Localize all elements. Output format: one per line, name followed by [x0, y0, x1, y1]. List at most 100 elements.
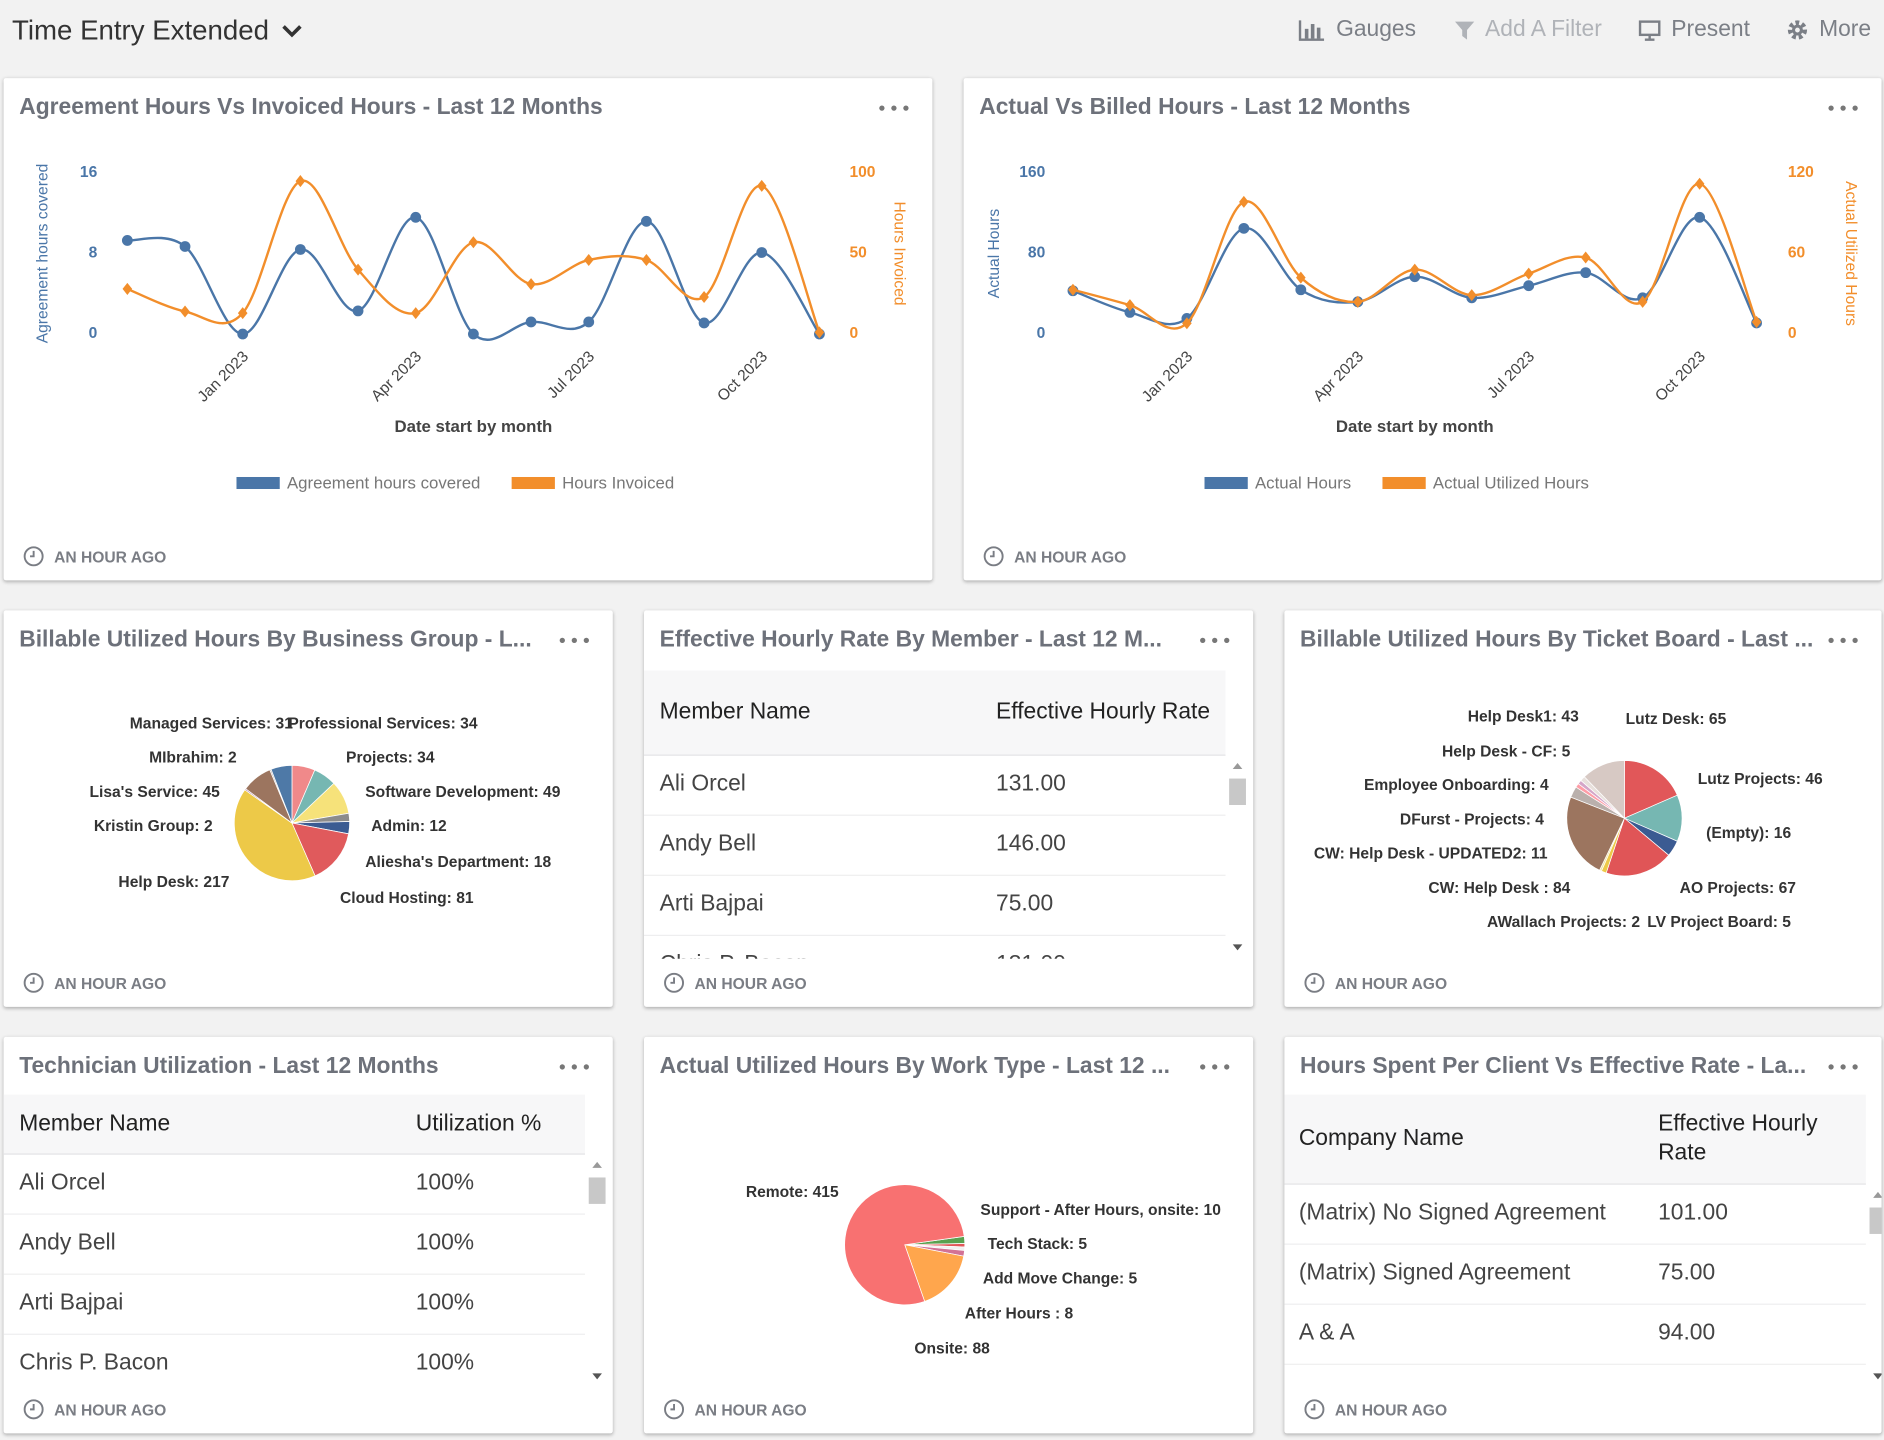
menu-dot [1828, 105, 1834, 111]
menu-dot [1828, 1064, 1834, 1070]
widget-card: Member Name Utilization % Ali Orcel 100% And… [3, 1036, 613, 1434]
widget-menu[interactable] [877, 102, 913, 114]
scroll-down [592, 1373, 602, 1380]
clock-hands [990, 550, 995, 558]
table-cell: Ali Orcel [659, 771, 746, 797]
action-label: More [1819, 16, 1872, 43]
pie-label: Help Desk - CF: 5 [1442, 743, 1571, 760]
legend-swatch [1382, 476, 1426, 490]
widget-menu[interactable] [1826, 634, 1862, 646]
widget-card: Lutz Desk: 65 Lutz Projects: 46 (Empty): 1… [1284, 610, 1882, 1007]
row-divider [3, 1213, 586, 1215]
point [352, 305, 364, 317]
updated-label: AN HOUR AGO [54, 1400, 167, 1419]
widget-menu[interactable] [1826, 1061, 1862, 1073]
clock-icon [23, 546, 44, 567]
menu-dot [1852, 637, 1858, 644]
widget-menu[interactable] [1826, 102, 1862, 114]
y2-tick-label: 50 [849, 245, 867, 262]
menu-dot [879, 105, 885, 111]
widget-menu[interactable] [1198, 1061, 1234, 1073]
chart: Support - After Hours, onsite: 10 Tech St… [746, 1184, 1221, 1357]
data-table: Member Name Effective Hourly Rate Ali Orce… [644, 670, 1226, 959]
point [1295, 284, 1307, 296]
x-tick-label: Apr 2023 [1310, 348, 1367, 405]
widget-title: Billable Utilized Hours By Ticket Board … [1300, 627, 1814, 653]
table-cell: 100% [415, 1290, 475, 1316]
row-divider [1284, 1303, 1866, 1305]
row-divider [644, 874, 1226, 876]
table-cell: 131.00 [996, 935, 1066, 959]
table-cell: 100% [415, 1170, 475, 1196]
point [641, 253, 652, 266]
widget-menu[interactable] [557, 634, 593, 646]
point [756, 179, 767, 192]
scrollbar[interactable] [1227, 755, 1249, 959]
x-tick-label: Jan 2023 [1139, 348, 1196, 405]
series-line [1072, 182, 1758, 330]
x-tick-label: Jul 2023 [544, 348, 598, 402]
x-tick-label: Oct 2023 [1652, 348, 1709, 405]
clock-face [1304, 1399, 1325, 1420]
menu-dot [891, 105, 897, 111]
point [1637, 295, 1648, 308]
clock-face [23, 546, 44, 567]
pie-slice [1583, 760, 1625, 820]
scroll-up [1232, 762, 1243, 769]
present-button[interactable]: Present [1638, 17, 1750, 43]
filter-button[interactable]: Add A Filter [1454, 17, 1602, 43]
clock-icon [23, 972, 44, 993]
x-axis-label: Date start by month [1336, 417, 1494, 436]
chart: 0 80 160 0 60 120 Actual Hours Actual Utilized … [986, 164, 1859, 493]
table-cell: Chris P. Bacon [660, 935, 809, 959]
clock-icon [23, 1399, 44, 1420]
clock-hands [1310, 977, 1316, 984]
pie-label: Lutz Desk: 65 [1626, 711, 1727, 728]
menu-dot [559, 1064, 565, 1070]
pie-label: Managed Services: 31 [130, 716, 293, 733]
pie-slice [270, 764, 293, 824]
pie-label: LV Project Board: 5 [1647, 914, 1791, 931]
point [1751, 315, 1762, 328]
pie-slice [291, 822, 350, 877]
pie-label: Remote: 415 [746, 1184, 839, 1201]
updated-label: AN HOUR AGO [1334, 1400, 1448, 1419]
dashboard-title[interactable]: Time Entry Extended [12, 14, 303, 46]
menu-dot [1224, 1064, 1230, 1070]
table-cell: Arti Bajpai [19, 1290, 124, 1316]
series-line [126, 179, 821, 333]
point [180, 305, 190, 318]
scrollbar[interactable] [586, 1153, 608, 1387]
clock-face [983, 546, 1004, 567]
updated-label: AN HOUR AGO [694, 973, 807, 992]
pie-label: Lisa's Service: 45 [89, 784, 220, 801]
more-button[interactable]: More [1785, 17, 1871, 43]
pie-label: AWallach Projects: 2 [1487, 914, 1640, 931]
widget-menu[interactable] [557, 1061, 593, 1073]
updated-label: AN HOUR AGO [54, 547, 167, 566]
point [1409, 271, 1421, 283]
table-cell: Andy Bell [19, 1230, 116, 1256]
y-tick-label: 16 [80, 164, 98, 181]
widget-card: 0 8 16 0 50 100 Agreement hours covered Hours I… [3, 78, 933, 581]
point [1694, 211, 1706, 223]
widget-menu[interactable] [1198, 634, 1234, 646]
scrollbar[interactable] [1867, 1183, 1882, 1387]
pie-label: AO Projects: 67 [1680, 880, 1796, 897]
menu-dot [571, 1064, 577, 1070]
legend-swatch [1204, 476, 1248, 490]
menu-dot [1840, 1064, 1846, 1070]
gauges-button[interactable]: Gauges [1298, 17, 1416, 43]
pie-label: Tech Stack: 5 [988, 1236, 1088, 1253]
pie-slice [1605, 817, 1670, 877]
row-divider [644, 814, 1226, 816]
pie-label: Professional Services: 34 [288, 716, 477, 733]
table-cell: Arti Bajpai [659, 891, 764, 917]
title-text: Time Entry Extended [12, 14, 270, 46]
table-cell: A & A [1298, 1320, 1355, 1346]
scroll-thumb [1229, 778, 1246, 806]
y-tick-label: 80 [1028, 245, 1046, 262]
row-divider [3, 1333, 586, 1335]
pie-label: DFurst - Projects: 4 [1400, 812, 1544, 829]
pie-label: After Hours : 8 [965, 1306, 1074, 1323]
